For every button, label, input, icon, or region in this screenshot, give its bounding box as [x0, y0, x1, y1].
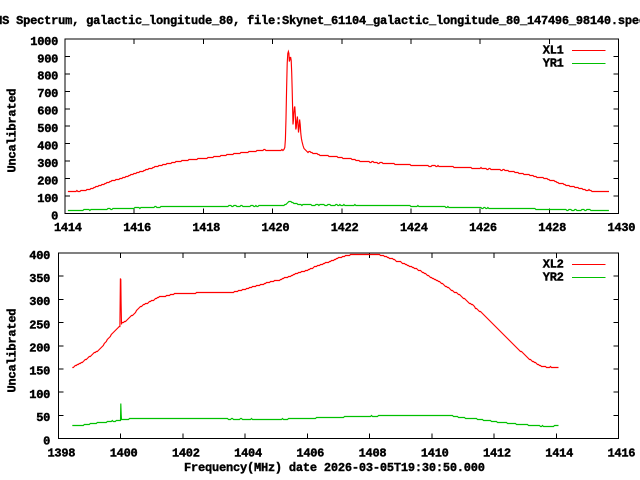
- svg-text:400: 400: [37, 140, 58, 154]
- svg-text:XL1: XL1: [543, 44, 564, 58]
- svg-text:1410: 1410: [421, 446, 449, 460]
- svg-text:150: 150: [29, 365, 50, 379]
- svg-text:200: 200: [37, 174, 58, 188]
- svg-text:300: 300: [29, 295, 50, 309]
- svg-text:1406: 1406: [296, 446, 324, 460]
- svg-text:350: 350: [29, 272, 50, 286]
- svg-text:Frequency(MHz) date 2026-03-05: Frequency(MHz) date 2026-03-05T19:30:50.…: [184, 461, 485, 475]
- svg-text:1402: 1402: [172, 446, 200, 460]
- svg-text:1420: 1420: [262, 221, 290, 235]
- svg-text:0: 0: [43, 434, 50, 448]
- svg-text:1000: 1000: [30, 35, 58, 49]
- svg-text:250: 250: [29, 318, 50, 332]
- svg-text:Uncalibrated: Uncalibrated: [6, 89, 20, 173]
- svg-text:1430: 1430: [608, 221, 636, 235]
- svg-text:1416: 1416: [608, 446, 636, 460]
- svg-text:1398: 1398: [48, 446, 76, 460]
- svg-text:1422: 1422: [331, 221, 359, 235]
- svg-text:1404: 1404: [234, 446, 262, 460]
- svg-text:1400: 1400: [110, 446, 138, 460]
- svg-text:50: 50: [36, 411, 50, 425]
- svg-text:600: 600: [37, 105, 58, 119]
- svg-text:700: 700: [37, 87, 58, 101]
- svg-text:1428: 1428: [538, 221, 566, 235]
- svg-text:100: 100: [29, 388, 50, 402]
- svg-text:900: 900: [37, 52, 58, 66]
- svg-text:1414: 1414: [545, 446, 573, 460]
- svg-text:1414: 1414: [54, 221, 82, 235]
- svg-text:YR1: YR1: [543, 57, 564, 71]
- svg-text:500: 500: [37, 122, 58, 136]
- svg-text:400: 400: [29, 249, 50, 263]
- svg-text:SCANS Spectrum, galactic_longi: SCANS Spectrum, galactic_longitude_80, f…: [0, 14, 640, 28]
- svg-text:1418: 1418: [192, 221, 220, 235]
- svg-text:0: 0: [51, 209, 58, 223]
- svg-text:200: 200: [29, 342, 50, 356]
- svg-text:800: 800: [37, 70, 58, 84]
- svg-text:1426: 1426: [469, 221, 497, 235]
- svg-text:1424: 1424: [400, 221, 428, 235]
- svg-text:1408: 1408: [359, 446, 387, 460]
- svg-text:100: 100: [37, 192, 58, 206]
- svg-text:XL2: XL2: [543, 258, 564, 272]
- svg-text:1412: 1412: [483, 446, 511, 460]
- svg-text:1416: 1416: [123, 221, 151, 235]
- svg-text:300: 300: [37, 157, 58, 171]
- svg-text:YR2: YR2: [543, 271, 564, 285]
- svg-text:Uncalibrated: Uncalibrated: [6, 309, 20, 393]
